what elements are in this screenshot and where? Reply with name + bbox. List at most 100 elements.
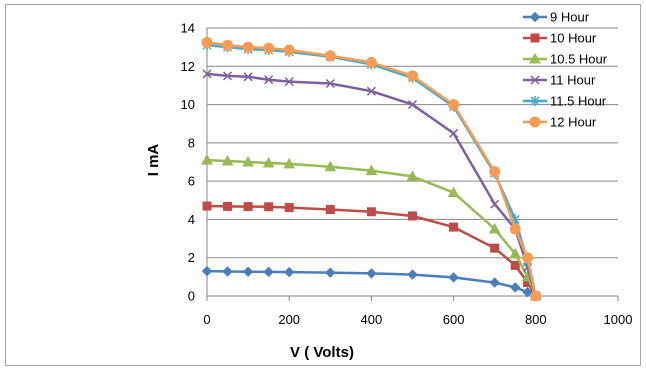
data-point [264, 202, 274, 212]
series-1 [201, 265, 542, 302]
data-point [407, 269, 418, 280]
data-point [263, 42, 275, 54]
data-point [283, 44, 295, 56]
legend: 9 Hour 10 Hour 10.5 Hour 11 Hour 11.5 Hour 12… [523, 10, 608, 130]
data-point [201, 265, 213, 277]
x-axis-title: V ( Volts) [290, 344, 354, 361]
data-point [366, 86, 376, 96]
x-tick-label: 400 [361, 312, 383, 327]
data-point [365, 56, 377, 68]
legend-label: 12 Hour [550, 115, 597, 130]
data-point [243, 202, 253, 212]
data-point [489, 166, 501, 178]
x-tick-label: 0 [203, 312, 210, 327]
data-point [324, 160, 337, 172]
legend-marker [529, 116, 541, 128]
y-tick-label: 6 [188, 174, 195, 189]
data-point [283, 266, 295, 278]
data-point [242, 41, 254, 53]
legend-marker [530, 96, 540, 106]
data-point [202, 201, 212, 211]
legend-label: 11 Hour [550, 73, 596, 88]
data-point [325, 267, 336, 278]
data-point [243, 72, 253, 82]
legend-label: 10.5 Hour [550, 52, 608, 67]
data-point [488, 222, 501, 234]
data-point [449, 222, 459, 232]
legend-marker [530, 33, 540, 43]
y-tick-label: 0 [188, 289, 195, 304]
legend-entry: 12 Hour [523, 115, 597, 130]
y-tick-label: 4 [188, 212, 195, 227]
legend-label: 9 Hour [550, 10, 590, 25]
legend-label: 11.5 Hour [550, 94, 607, 109]
legend-marker [529, 52, 541, 64]
data-point [242, 266, 254, 277]
data-point [201, 154, 213, 165]
data-point [366, 207, 376, 217]
legend-entry: 10.5 Hour [523, 52, 608, 67]
data-point [284, 77, 294, 87]
data-point [510, 282, 521, 293]
data-point [490, 199, 500, 209]
legend-entry: 9 Hour [523, 10, 590, 25]
series-2 [202, 201, 541, 301]
data-point [263, 266, 274, 278]
legend-entry: 10 Hour [523, 31, 597, 46]
data-point [522, 252, 534, 264]
series-lines [201, 36, 542, 302]
data-point [366, 268, 377, 279]
data-point [223, 201, 233, 211]
data-point [324, 50, 336, 62]
legend-entry: 11.5 Hour [523, 94, 607, 109]
data-point [407, 100, 418, 110]
data-point [222, 266, 233, 277]
y-tick-label: 14 [181, 21, 195, 36]
data-point [490, 243, 500, 253]
series-6 [201, 36, 542, 302]
data-point [530, 290, 542, 302]
y-tick-label: 12 [181, 59, 195, 74]
data-point [406, 170, 419, 181]
data-point [448, 272, 459, 283]
x-tick-label: 200 [278, 312, 300, 327]
data-point [325, 204, 335, 214]
data-point [284, 203, 294, 213]
legend-entry: 11 Hour [523, 73, 596, 88]
axes: 0 2 4 6 8 10 12 14 0 200 400 600 800 1000 [181, 21, 633, 328]
data-point [242, 155, 254, 167]
legend-marker [529, 11, 541, 23]
data-point [408, 211, 417, 221]
data-point [509, 247, 522, 259]
chart-frame [5, 4, 641, 366]
data-point [447, 186, 460, 198]
y-tick-label: 10 [181, 97, 195, 112]
data-point [201, 36, 213, 48]
data-point [283, 157, 296, 169]
y-tick-label: 2 [188, 250, 195, 265]
data-point [264, 75, 274, 85]
series-line [206, 72, 538, 297]
x-tick-label: 800 [525, 312, 547, 327]
data-point [522, 286, 533, 298]
data-point [365, 164, 378, 176]
y-tick-label: 8 [188, 135, 195, 150]
data-point [325, 78, 335, 89]
legend-label: 10 Hour [550, 31, 597, 46]
data-point [221, 155, 234, 166]
data-point [262, 156, 275, 168]
data-point [407, 70, 418, 82]
data-point [489, 277, 500, 288]
data-point [510, 260, 520, 270]
y-axis-title: I mA [145, 144, 162, 177]
data-point [223, 71, 233, 81]
data-point [448, 99, 460, 111]
series-3 [201, 154, 542, 301]
legend-marker [530, 75, 540, 85]
data-point [202, 69, 212, 79]
data-point [222, 39, 234, 51]
x-tick-label: 1000 [604, 312, 633, 327]
x-tick-label: 600 [443, 312, 465, 327]
data-point [449, 128, 459, 138]
